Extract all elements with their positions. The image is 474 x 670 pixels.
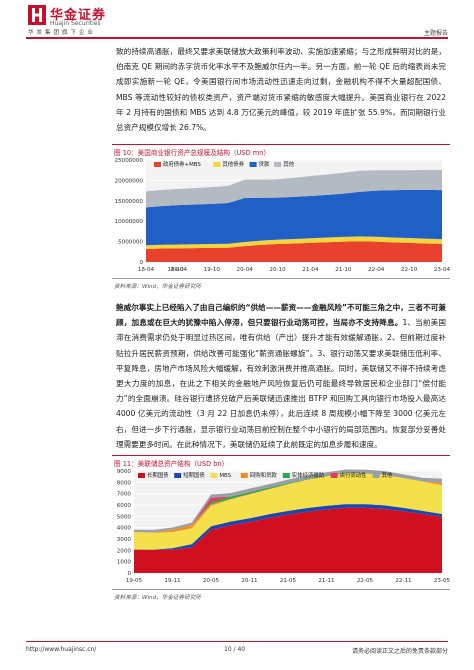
paragraph-segment: 致的持续高通胀，最终又要求美联储放大政策利率波动、实施加速紧缩；与之形成鲜明对比… (116, 47, 446, 133)
legend-label: 政府债券+MBS (163, 160, 201, 168)
y-tick-label: 1000 (117, 560, 132, 566)
y-tick-label: 10000000 (115, 219, 144, 225)
x-tick-label: 20-04 (237, 267, 254, 273)
series-area-0 (134, 507, 442, 573)
legend-swatch (138, 473, 145, 478)
figure-11-title: 图 11：美联储总资产结构（USD bn） (114, 460, 229, 468)
report-type: 主题报告 (423, 30, 448, 37)
legend-swatch (274, 162, 282, 167)
series-area-2 (146, 189, 442, 246)
legend-label: 回购和贷款 (250, 471, 278, 479)
paragraph-segment: 。 (203, 123, 211, 133)
legend-label: MBS (219, 473, 231, 479)
page-number: 10 / 40 (224, 646, 246, 653)
x-tick-label: 23-04 (434, 267, 450, 273)
x-tick-label: 19-04 (171, 267, 188, 273)
figure-10-source-divider (112, 278, 450, 279)
figure-11-chart: 0 1000 2000 3000 4000 5000 6000 7000 8000 9000 19-… (117, 469, 450, 584)
logo-chinese: 华金证券 (50, 8, 107, 23)
x-tick-label: 22-11 (395, 578, 412, 584)
x-tick-label: 18-10 (167, 267, 184, 273)
paragraph-1: 致的持续高通胀，最终又要求美联储放大政策利率波动、实施加速紧缩；与之形成鲜明对比… (116, 44, 446, 135)
y-tick-label: 5000 (117, 514, 132, 520)
paragraph-segment: 鲍威尔事实上已经陷入了由自己编织的“供给——薪资——金融风险”不可能三角之中，三… (116, 303, 446, 328)
figure-10-title: 图 10：美国商业银行资产总规模及结构（USD mn） (114, 149, 270, 157)
legend-label: 央行流动性 (340, 471, 368, 479)
figure-11-source-divider (112, 589, 450, 590)
series-area-6 (134, 469, 442, 533)
x-tick-label: 21-05 (280, 578, 297, 584)
figure-11-title-bar: 图 11：美联储总资产结构（USD bn） (112, 455, 450, 469)
legend-swatch (174, 473, 182, 478)
paragraph-segment: 亿美元左右，但进一步下行通胀，显示银行业动荡目前控制在整个中小银行的局部范围内。… (116, 409, 446, 449)
paragraph-segment: 4000 (116, 409, 136, 419)
y-tick-label: 3000 (117, 537, 132, 543)
y-tick-label: 6000 (117, 503, 132, 509)
legend-swatch (372, 473, 380, 478)
y-tick-label: 25000000 (115, 158, 144, 164)
footer-disclaimer: 请务必阅读正文之后的免责条款部分 (351, 648, 448, 655)
y-tick-label: 15000000 (115, 199, 144, 205)
x-tick-label: 21-04 (302, 267, 319, 273)
y-tick-label: 5000000 (118, 240, 143, 246)
legend-swatch (210, 473, 218, 478)
y-tick-label: 8000 (117, 480, 132, 486)
x-tick-label: 18-04 (138, 267, 155, 273)
y-tick-label: 7000 (117, 492, 132, 498)
legend-label: 实体经济援助 (292, 471, 324, 479)
legend-swatch (240, 473, 248, 478)
legend-swatch (213, 162, 221, 167)
series-area-1 (146, 236, 442, 249)
x-tick-label: 22-10 (401, 267, 418, 273)
legend-swatch (154, 162, 161, 167)
x-tick-label: 20-11 (241, 578, 258, 584)
x-tick-label: 20-05 (203, 578, 220, 584)
paragraph-segment: 亿美元的流动性（3 月 22 日加息仍未停），此后连续 8 周规模小幅下降至 (135, 409, 394, 419)
x-tick-label: 20-10 (269, 267, 286, 273)
header-divider (26, 37, 448, 39)
x-tick-label: 22-05 (357, 578, 374, 584)
x-tick-label: 21-10 (335, 267, 352, 273)
x-tick-label: 19-11 (164, 578, 181, 584)
y-tick-label: 0 (139, 260, 143, 266)
legend-swatch (282, 473, 290, 478)
x-tick-label: 23-05 (434, 578, 450, 584)
logo-english: Huajin Securities (50, 20, 101, 27)
footer-divider (26, 641, 448, 642)
y-tick-label: 9000 (117, 469, 132, 475)
legend-label: 其他债券 (222, 160, 244, 168)
paragraph-segment: 1、当前美国滞在消费需求仍处于明显过热区间，唯有供给（产出）提升才能有效缓解通胀… (116, 318, 446, 404)
x-tick-label: 19-10 (204, 267, 221, 273)
legend-label: 贷款 (259, 160, 270, 168)
x-tick-label: 22-04 (368, 267, 385, 273)
series-area-0 (146, 241, 442, 262)
paragraph-segment: 26.7% (179, 123, 204, 133)
footer-url-link[interactable]: http://www.huajinsc.cn/ (26, 646, 97, 653)
figure-11-source: 资料来源：Wind，华金证券研究所 (114, 595, 201, 601)
paragraph-segment: 3000 (393, 409, 413, 419)
legend-label: 其他 (382, 471, 393, 479)
y-tick-label: 0 (127, 571, 131, 577)
x-tick-label: 19-05 (126, 578, 143, 584)
legend-label: 其他 (283, 160, 294, 168)
paragraph-2: 鲍威尔事实上已经陷入了由自己编织的“供给——薪资——金融风险”不可能三角之中，三… (116, 300, 446, 452)
figure-10-source: 资料来源：Wind，华金证券研究所 (114, 284, 201, 290)
series-area-3 (146, 169, 442, 208)
y-tick-label: 20000000 (115, 178, 144, 184)
huajin-logo-icon (28, 5, 46, 25)
x-tick-label: 21-11 (318, 578, 335, 584)
figure-10-chart: 0 5000000 10000000 15000000 20000000 25000000… (115, 158, 450, 273)
figure-10-title-bar: 图 10：美国商业银行资产总规模及结构（USD mn） (112, 144, 450, 158)
logo-subtitle: 华发集团旗下企业 (28, 30, 97, 36)
legend-label: 长期国债 (147, 471, 169, 479)
legend-swatch (330, 473, 338, 478)
series-area-2 (134, 473, 442, 550)
y-tick-label: 4000 (117, 526, 132, 532)
page-header: 华金证券 Huajin Securities 华发集团旗下企业 主题报告 (0, 0, 474, 40)
legend-swatch (249, 162, 257, 167)
legend-label: 短期国债 (183, 471, 205, 479)
series-area-1 (134, 504, 442, 550)
y-tick-label: 2000 (117, 548, 132, 554)
